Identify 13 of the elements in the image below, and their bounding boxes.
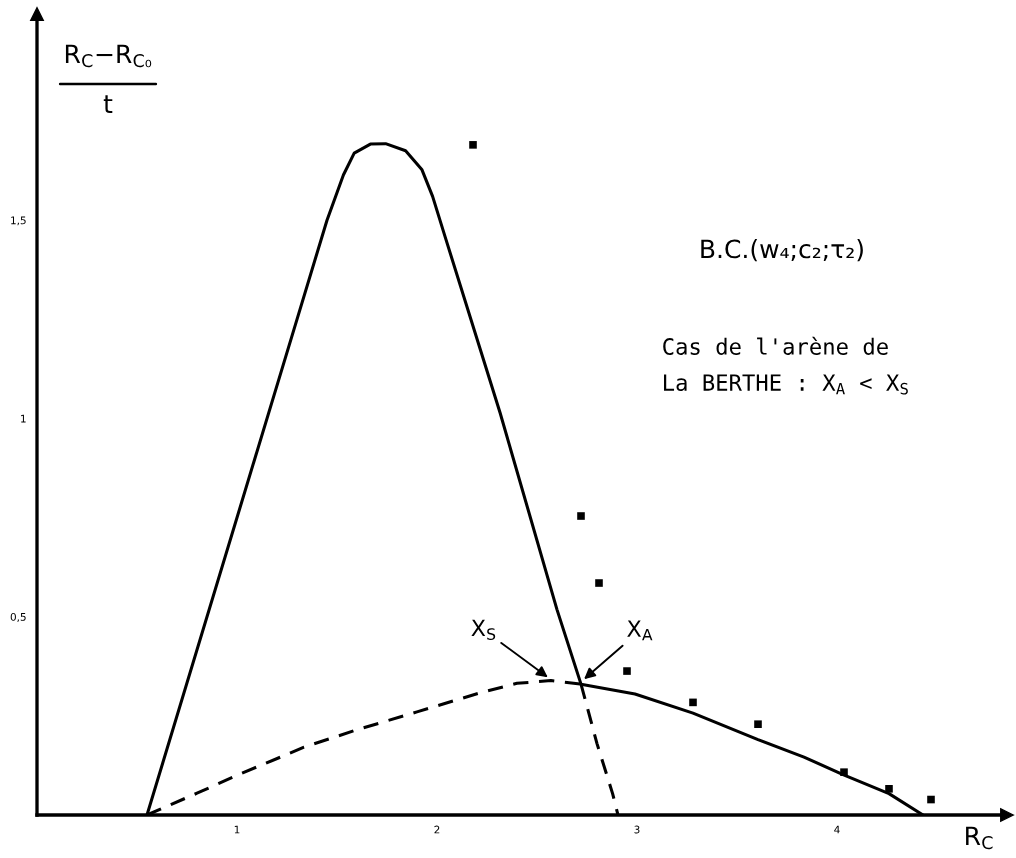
text: R$_{C}$−R$_{C₀}$ t <box>65 44 152 113</box>
annotation: Cas de l'arène de La BERTHE : X$_{A}$ < X$_{S}$ <box>663 336 908 395</box>
y-tick-label: 1 <box>21 414 26 423</box>
y-tick-label: 1,5 <box>11 216 26 226</box>
x-tick-label: 4 <box>834 825 840 834</box>
annotation: X$_{S}$ <box>471 619 496 640</box>
y-tick-label: 0,5 <box>10 612 26 622</box>
annotation: B.C.(w₄;c₂;τ₂) <box>701 239 863 262</box>
annotation: X$_{A}$ <box>627 620 653 641</box>
x-tick-label: 3 <box>634 825 640 834</box>
x-axis-title: R$_{C}$ <box>966 826 993 850</box>
x-tick-label: 2 <box>434 825 440 834</box>
x-tick-label: 1 <box>234 825 240 834</box>
